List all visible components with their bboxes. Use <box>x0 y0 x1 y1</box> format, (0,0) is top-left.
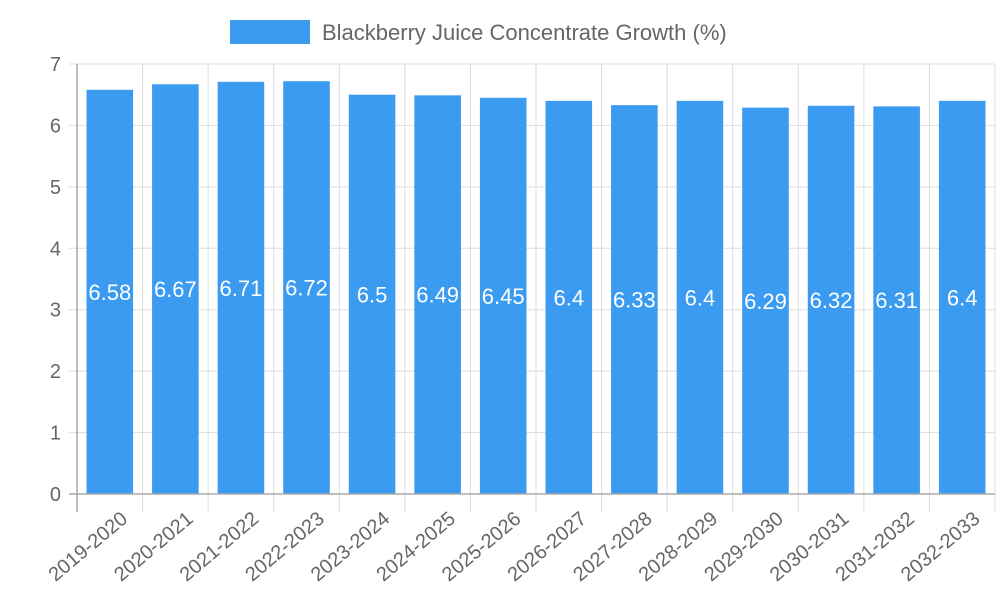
data-label: 6.5 <box>357 282 388 307</box>
data-label: 6.4 <box>947 285 978 310</box>
legend-swatch <box>230 20 310 44</box>
data-label: 6.72 <box>285 276 328 301</box>
bar <box>545 100 593 494</box>
bar <box>807 105 855 495</box>
data-label: 6.4 <box>685 285 716 310</box>
bar <box>414 95 461 494</box>
bar <box>479 97 527 495</box>
y-tick-label: 4 <box>50 238 61 260</box>
legend[interactable]: Blackberry Juice Concentrate Growth (%) <box>230 20 727 45</box>
bar <box>283 81 330 494</box>
bar <box>152 84 199 495</box>
bar <box>348 94 396 494</box>
data-label: 6.4 <box>553 285 584 310</box>
bar <box>742 107 789 494</box>
y-tick-label: 6 <box>50 115 61 137</box>
y-tick-label: 1 <box>50 423 61 445</box>
data-label: 6.71 <box>220 276 263 301</box>
data-label: 6.32 <box>810 288 853 313</box>
data-label: 6.49 <box>416 283 459 308</box>
bar <box>86 89 134 495</box>
bar <box>676 100 724 494</box>
y-tick-label: 0 <box>50 484 61 506</box>
bar <box>938 100 986 494</box>
data-label: 6.31 <box>875 288 918 313</box>
y-tick-label: 3 <box>50 300 61 322</box>
y-tick-label: 5 <box>50 177 61 199</box>
legend-label: Blackberry Juice Concentrate Growth (%) <box>322 20 727 45</box>
bars: 6.58 6.67 6.71 6.72 6.5 6.49 6.45 6.4 6.33 6.4 6.2… <box>86 81 986 495</box>
y-tick-label: 7 <box>50 54 61 76</box>
data-label: 6.45 <box>482 284 525 309</box>
bar <box>217 81 265 495</box>
bar <box>611 105 658 495</box>
data-label: 6.29 <box>744 289 787 314</box>
y-tick-label: 2 <box>50 361 61 383</box>
data-label: 6.58 <box>88 280 131 305</box>
data-label: 6.33 <box>613 288 656 313</box>
grid-lines <box>69 63 996 512</box>
data-label: 6.67 <box>154 277 197 302</box>
bar <box>873 106 920 494</box>
